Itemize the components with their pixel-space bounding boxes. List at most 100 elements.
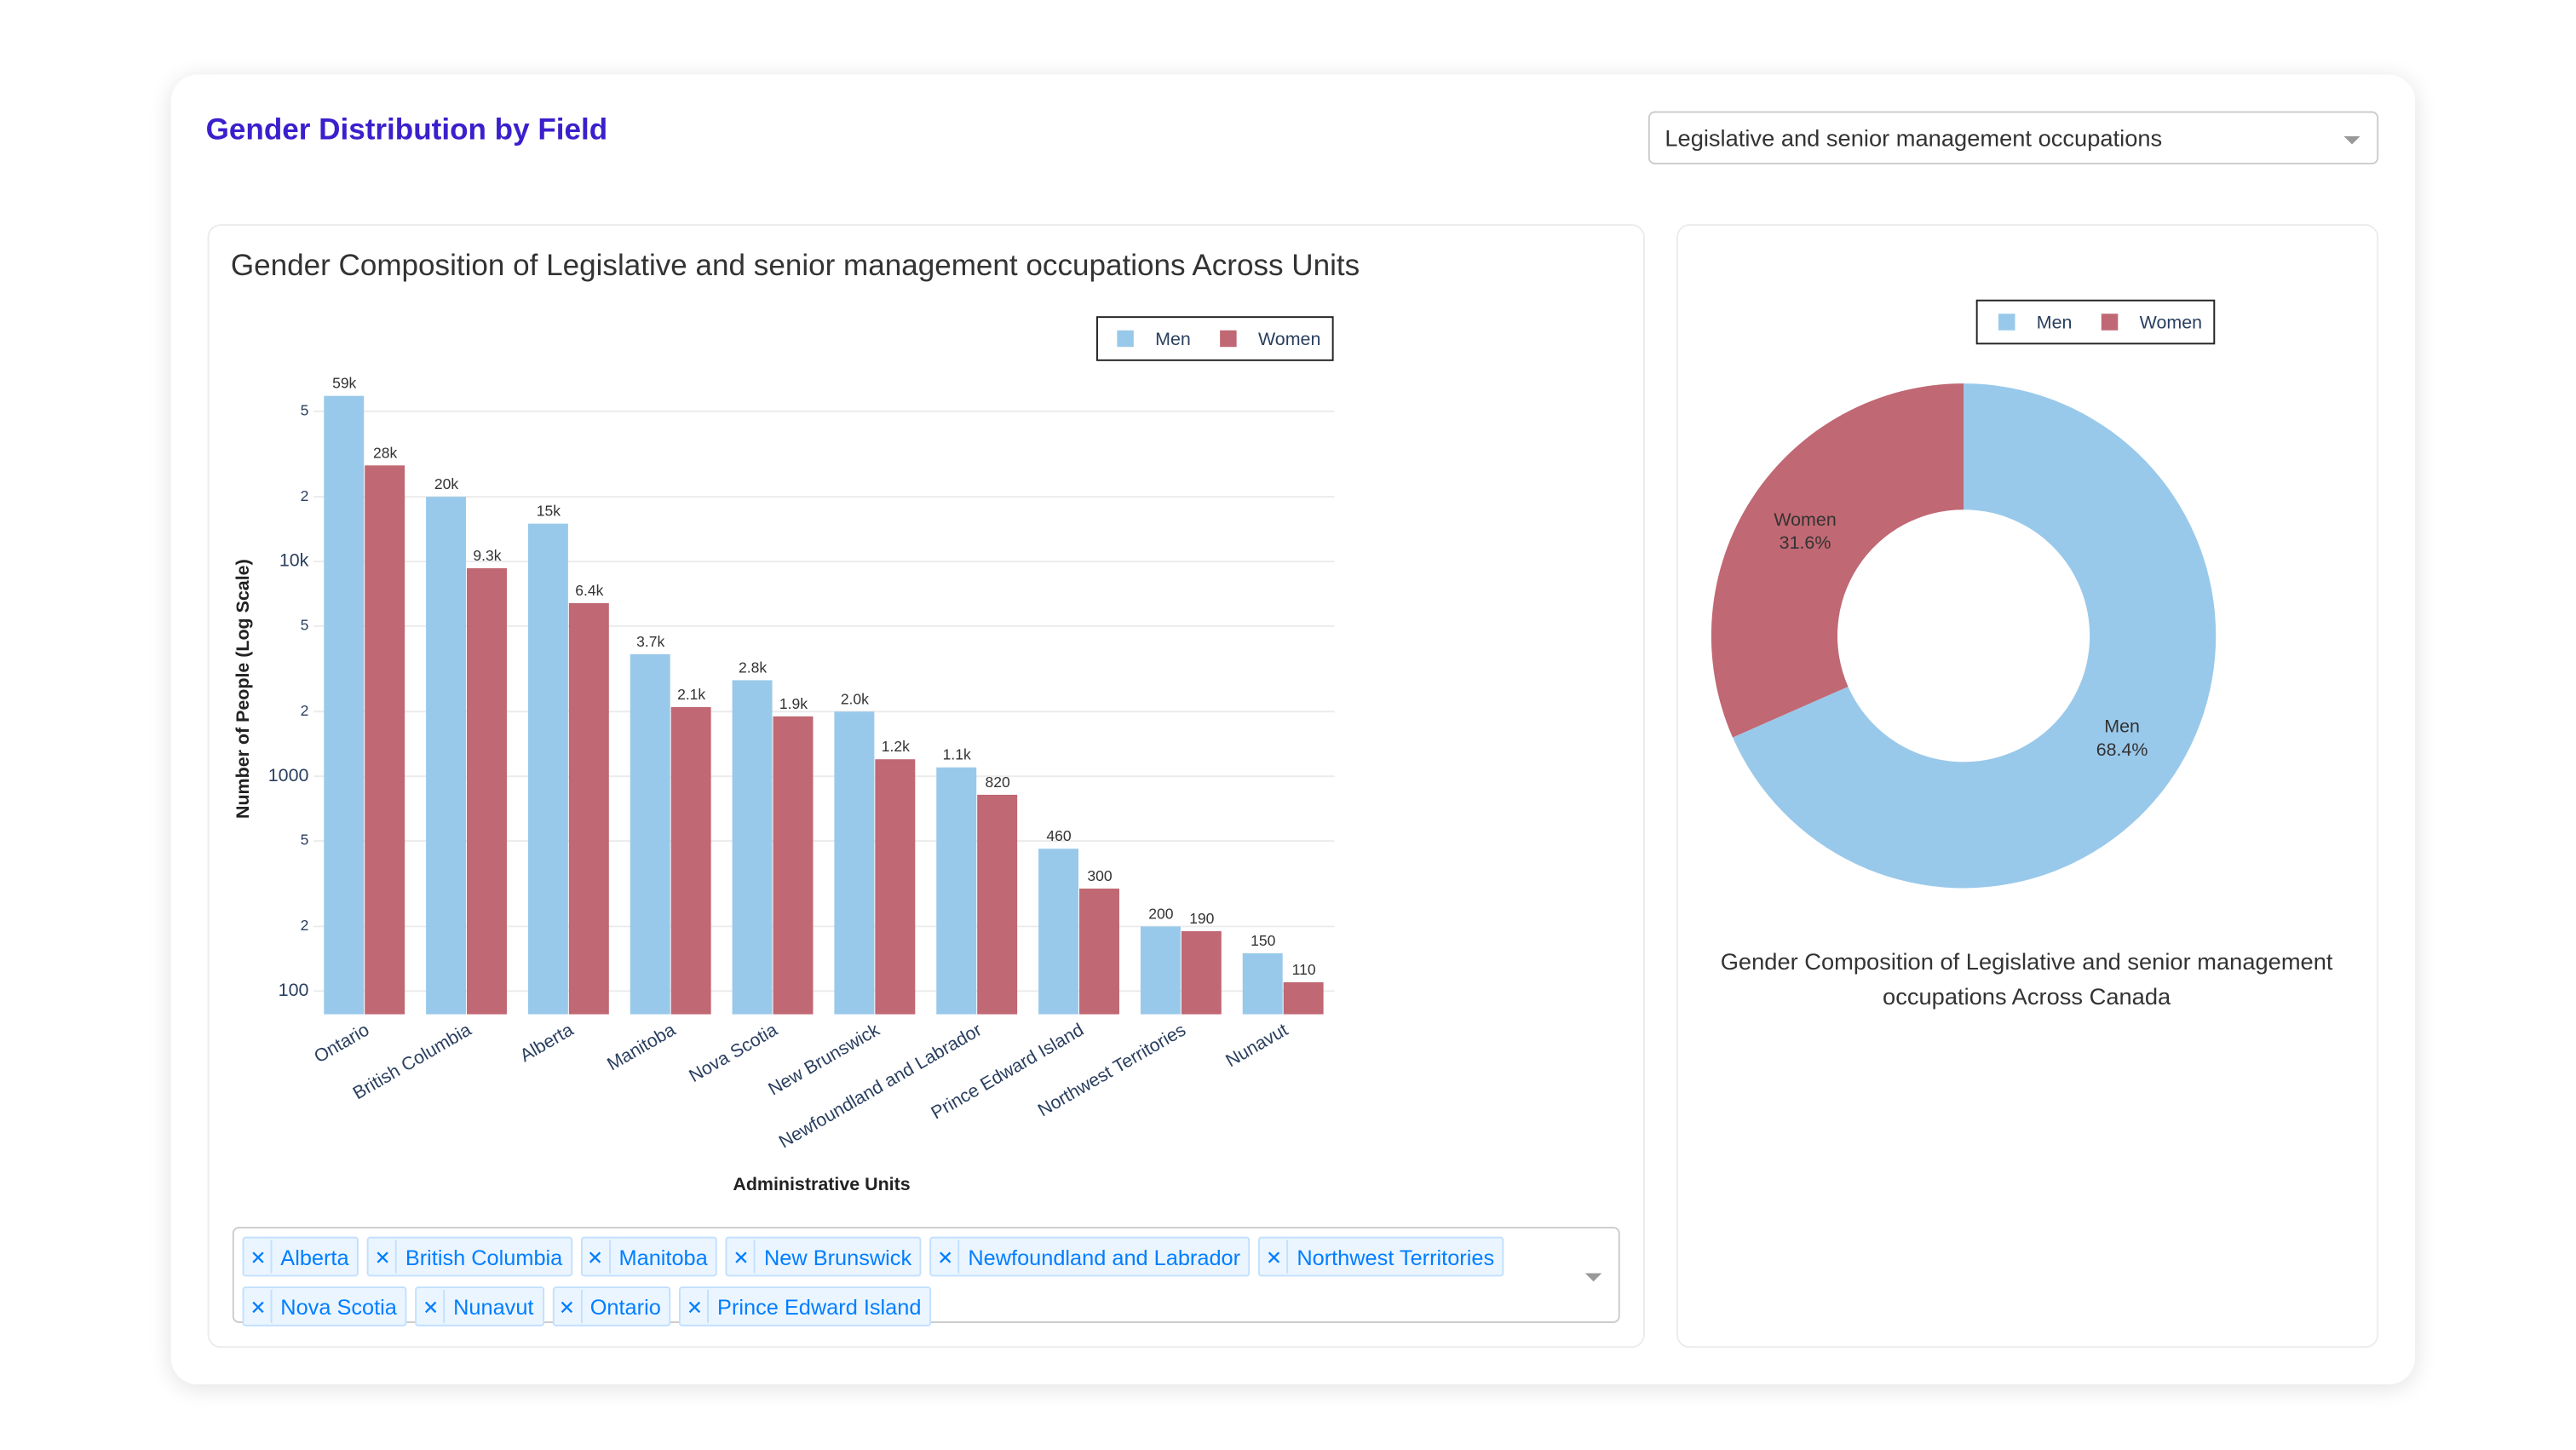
- tag-label: Newfoundland and Labrador: [968, 1244, 1241, 1269]
- filter-caret: [1584, 1273, 1602, 1282]
- slice-name: Men: [2104, 716, 2140, 737]
- value-label: 3.7k: [636, 633, 664, 650]
- y-axis-title: Number of People (Log Scale): [233, 559, 253, 819]
- pie-slice: [1711, 383, 1964, 738]
- tag-remove[interactable]: [244, 1240, 273, 1274]
- unit-filter[interactable]: Alberta British Columbia Manitoba New Bruns…: [232, 1226, 1620, 1326]
- filter-tag[interactable]: Nunavut: [415, 1286, 544, 1326]
- slice-percent: 68.4%: [2096, 739, 2148, 760]
- bar: [426, 497, 467, 1015]
- filter-tag[interactable]: Northwest Territories: [1258, 1236, 1504, 1277]
- x-tick-label: Manitoba: [604, 1019, 679, 1074]
- dropdown-caret: [2343, 135, 2360, 145]
- value-label: 6.4k: [575, 582, 603, 599]
- bar: [1140, 926, 1181, 1015]
- bar: [1079, 889, 1119, 1015]
- value-label: 1.9k: [779, 695, 808, 712]
- field-dropdown[interactable]: Legislative and senior management occupa…: [1647, 111, 2379, 164]
- bar: [467, 567, 507, 1015]
- tag-remove[interactable]: [1260, 1240, 1289, 1274]
- legend-box: [1975, 299, 2216, 345]
- x-tick-label: Nunavut: [1222, 1019, 1291, 1071]
- remove-icon: [589, 1251, 601, 1263]
- value-label: 200: [1148, 905, 1173, 922]
- bar-panel: [207, 224, 1645, 1349]
- tag-label: Ontario: [589, 1293, 661, 1320]
- value-label: 190: [1189, 910, 1214, 927]
- x-tick-label: Nova Scotia: [686, 1019, 781, 1086]
- pie-slice: [1733, 383, 2217, 889]
- filter-tag[interactable]: Manitoba: [580, 1236, 718, 1277]
- pie-panel: [1676, 224, 2379, 1349]
- legend-label: Women: [1258, 329, 1320, 349]
- tag-remove[interactable]: [369, 1240, 398, 1274]
- value-label: 2.0k: [841, 690, 869, 707]
- tag-remove[interactable]: [583, 1240, 611, 1274]
- y-tick-label: 5: [301, 831, 309, 849]
- filter-tag[interactable]: Alberta: [242, 1236, 359, 1277]
- bar: [834, 711, 875, 1015]
- remove-icon: [735, 1251, 747, 1263]
- x-tick-label: Newfoundland and Labrador: [775, 1020, 985, 1153]
- filter-tag[interactable]: Nova Scotia: [242, 1286, 407, 1326]
- x-tick-label: Ontario: [311, 1019, 373, 1067]
- dropdown-value: Legislative and senior management occupa…: [1665, 124, 2163, 152]
- y-tick-label: 5: [301, 401, 309, 418]
- dashboard-title: Gender Distribution by Field: [205, 112, 608, 147]
- remove-icon: [424, 1300, 436, 1313]
- legend-label: Men: [2037, 313, 2073, 333]
- legend-swatch: [1220, 330, 1237, 348]
- y-tick-label: 100: [279, 980, 309, 1000]
- tag-remove[interactable]: [681, 1289, 710, 1323]
- filter-tag[interactable]: Ontario: [551, 1286, 671, 1326]
- tag-label: Alberta: [280, 1244, 349, 1269]
- filter-tag[interactable]: Newfoundland and Labrador: [929, 1236, 1251, 1277]
- value-label: 2.8k: [739, 659, 767, 676]
- tag-label: Northwest Territories: [1297, 1244, 1495, 1269]
- remove-icon: [561, 1300, 573, 1313]
- tag-label: British Columbia: [405, 1244, 563, 1269]
- remove-icon: [1268, 1251, 1279, 1263]
- bar: [936, 767, 977, 1015]
- tag-remove[interactable]: [417, 1289, 446, 1323]
- value-label: 1.2k: [882, 738, 910, 755]
- tag-label: New Brunswick: [763, 1244, 912, 1269]
- legend-swatch: [1117, 330, 1134, 348]
- bar: [670, 706, 711, 1015]
- remove-icon: [251, 1300, 263, 1313]
- y-tick-label: 10k: [279, 550, 309, 571]
- legend-label: Men: [1155, 329, 1191, 349]
- tag-list: Alberta British Columbia Manitoba New Bruns…: [242, 1236, 1570, 1326]
- y-tick-label: 5: [301, 617, 309, 634]
- tag-remove[interactable]: [554, 1289, 582, 1323]
- y-tick-label: 2: [301, 487, 309, 504]
- value-label: 20k: [434, 475, 458, 492]
- value-label: 9.3k: [473, 547, 501, 564]
- bar: [568, 602, 609, 1015]
- value-label: 15k: [537, 503, 561, 520]
- value-label: 150: [1251, 932, 1275, 949]
- remove-icon: [939, 1251, 951, 1263]
- filter-tag[interactable]: New Brunswick: [726, 1236, 922, 1277]
- value-label: 28k: [373, 444, 397, 461]
- bar: [1038, 849, 1079, 1015]
- value-label: 300: [1087, 867, 1112, 884]
- tag-remove[interactable]: [932, 1240, 960, 1274]
- bar: [977, 794, 1018, 1015]
- bar: [324, 395, 365, 1015]
- tag-label: Prince Edward Island: [717, 1293, 922, 1320]
- tag-remove[interactable]: [727, 1240, 756, 1274]
- remove-icon: [376, 1251, 388, 1263]
- tag-remove[interactable]: [244, 1289, 273, 1323]
- legend-swatch: [2101, 314, 2119, 331]
- filter-tag[interactable]: British Columbia: [367, 1236, 572, 1277]
- value-label: 110: [1292, 961, 1316, 978]
- bar: [527, 523, 568, 1015]
- bar: [773, 716, 814, 1015]
- y-tick-label: 2: [301, 702, 309, 719]
- filter-tag[interactable]: Prince Edward Island: [679, 1286, 932, 1326]
- remove-icon: [688, 1300, 700, 1313]
